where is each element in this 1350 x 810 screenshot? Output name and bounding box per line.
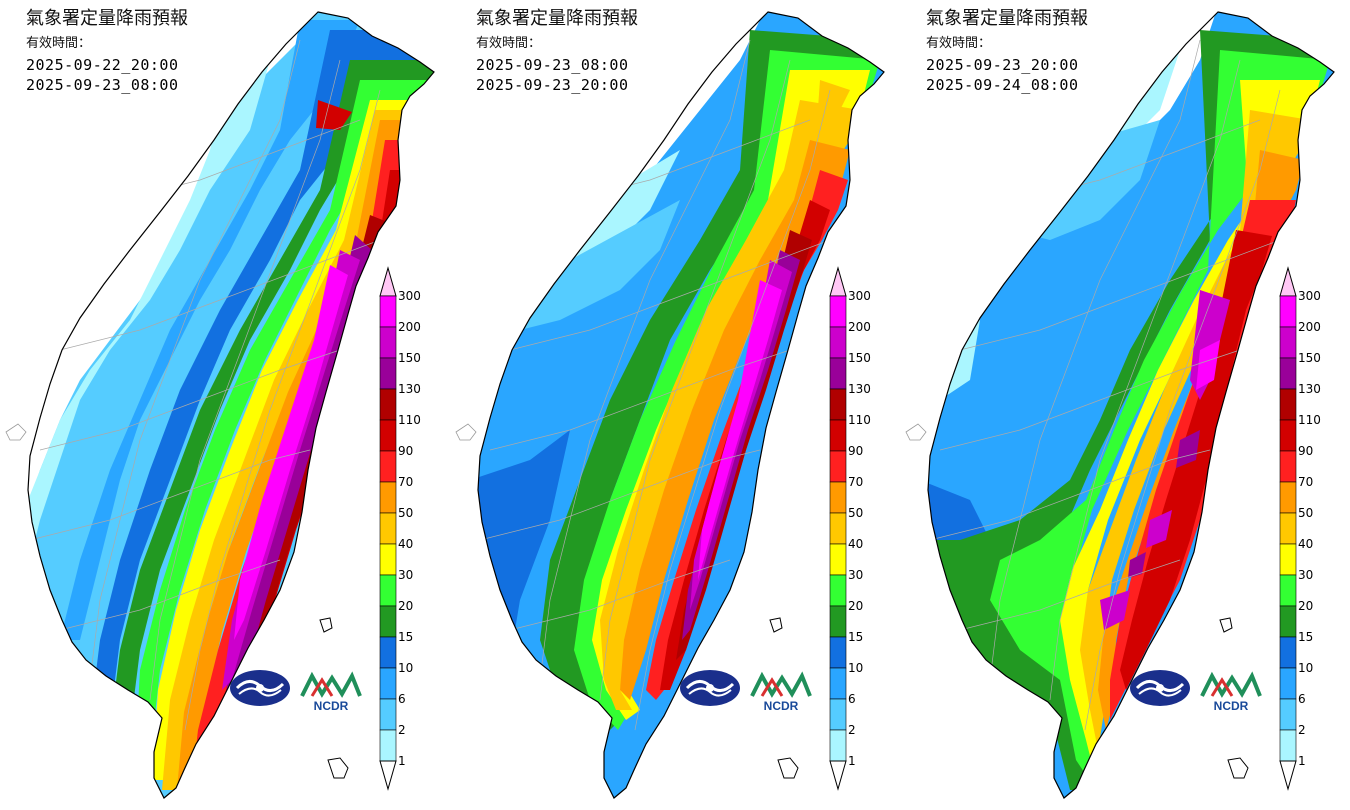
valid-time-start: 2025-09-23_20:00: [926, 56, 1079, 74]
forecast-panel-2: 氣象署定量降雨預報 有效時間： 2025-09-23_08:00 2025-09…: [450, 0, 900, 810]
colorbar-tick-label: 200: [1298, 320, 1321, 334]
valid-time-label: 有效時間：: [926, 36, 992, 51]
ncdr-logo-text: NCDR: [314, 699, 349, 712]
colorbar-tick-label: 130: [1298, 382, 1321, 396]
colorbar-tick-label: 1: [398, 754, 406, 768]
colorbar-tick-label: 30: [1298, 568, 1314, 582]
colorbar-tick-label: 200: [848, 320, 871, 334]
orchid-island: [777, 757, 799, 779]
rainfall-colorbar: [1279, 266, 1297, 791]
colorbar-tick-label: 300: [1298, 289, 1321, 303]
ncdr-logo-text: NCDR: [764, 699, 799, 712]
colorbar-labels: 300 200 150 130 110 90 70 50 40 30 20 15 10 6 2 1: [1276, 266, 1346, 796]
orchid-island: [1227, 757, 1249, 779]
green-island: [769, 617, 783, 633]
colorbar-tick-label: 30: [848, 568, 864, 582]
colorbar-tick-label: 300: [848, 289, 871, 303]
colorbar-tick-label: 50: [848, 506, 864, 520]
colorbar-tick-label: 70: [1298, 475, 1314, 489]
colorbar-tick-label: 40: [1298, 537, 1314, 551]
colorbar-tick-label: 150: [398, 351, 421, 365]
colorbar-tick-label: 20: [398, 599, 414, 613]
forecast-panel-1: 氣象署定量降雨預報 有效時間： 2025-09-22_20:00 2025-09…: [0, 0, 450, 810]
colorbar-tick-label: 15: [1298, 630, 1314, 644]
cwa-emblem-icon: [1130, 670, 1190, 706]
green-island: [319, 617, 333, 633]
colorbar-tick-label: 40: [398, 537, 414, 551]
colorbar-tick-label: 2: [1298, 723, 1306, 737]
colorbar-tick-label: 50: [398, 506, 414, 520]
colorbar-tick-label: 110: [848, 413, 871, 427]
colorbar-tick-label: 50: [1298, 506, 1314, 520]
green-island: [1219, 617, 1233, 633]
taiwan-coastline: [477, 11, 885, 799]
colorbar-tick-label: 15: [848, 630, 864, 644]
colorbar-tick-label: 20: [1298, 599, 1314, 613]
colorbar-under-triangle: [829, 760, 847, 791]
colorbar-tick-label: 6: [1298, 692, 1306, 706]
colorbar-tick-label: 30: [398, 568, 414, 582]
colorbar-tick-label: 150: [1298, 351, 1321, 365]
valid-time-label: 有效時間：: [26, 36, 92, 51]
penghu-island: [905, 423, 927, 441]
ncdr-logo: NCDR: [300, 671, 362, 712]
panel-title: 氣象署定量降雨預報: [476, 8, 638, 29]
colorbar-under-triangle: [379, 760, 397, 791]
colorbar-tick-label: 200: [398, 320, 421, 334]
forecast-panel-3: 氣象署定量降雨預報 有效時間： 2025-09-23_20:00 2025-09…: [900, 0, 1350, 810]
rainfall-colorbar: [379, 266, 397, 791]
colorbar-under-triangle: [1279, 760, 1297, 791]
panel-title: 氣象署定量降雨預報: [926, 8, 1088, 29]
colorbar-tick-label: 1: [1298, 754, 1306, 768]
colorbar-tick-label: 90: [848, 444, 864, 458]
ncdr-logo: NCDR: [1200, 671, 1262, 712]
colorbar-tick-label: 2: [398, 723, 406, 737]
colorbar-tick-label: 110: [1298, 413, 1321, 427]
penghu-island: [5, 423, 27, 441]
colorbar-labels: 300 200 150 130 110 90 70 50 40 30 20 15 10 6 2 1: [376, 266, 446, 796]
colorbar-tick-label: 20: [848, 599, 864, 613]
colorbar-tick-label: 40: [848, 537, 864, 551]
rainfall-map-1: [5, 11, 435, 799]
colorbar-tick-label: 2: [848, 723, 856, 737]
rainfall-map-3: [905, 11, 1335, 799]
valid-time-start: 2025-09-23_08:00: [476, 56, 629, 74]
colorbar-tick-label: 130: [398, 382, 421, 396]
valid-time-end: 2025-09-23_08:00: [26, 76, 179, 94]
colorbar-tick-label: 70: [848, 475, 864, 489]
colorbar-tick-label: 130: [848, 382, 871, 396]
ncdr-logo: NCDR: [750, 671, 812, 712]
valid-time-end: 2025-09-24_08:00: [926, 76, 1079, 94]
rainfall-map-2: [455, 11, 885, 799]
rainfall-colorbar: [829, 266, 847, 791]
colorbar-tick-label: 6: [398, 692, 406, 706]
orchid-island: [327, 757, 349, 779]
valid-time-start: 2025-09-22_20:00: [26, 56, 179, 74]
cwa-emblem-icon: [680, 670, 740, 706]
colorbar-tick-label: 90: [1298, 444, 1314, 458]
penghu-island: [455, 423, 477, 441]
valid-time-end: 2025-09-23_20:00: [476, 76, 629, 94]
colorbar-tick-label: 110: [398, 413, 421, 427]
colorbar-tick-label: 90: [398, 444, 414, 458]
colorbar-labels: 300 200 150 130 110 90 70 50 40 30 20 15 10 6 2 1: [826, 266, 896, 796]
panel-title: 氣象署定量降雨預報: [26, 8, 188, 29]
colorbar-tick-label: 10: [398, 661, 414, 675]
taiwan-coastline: [927, 11, 1335, 799]
colorbar-tick-label: 150: [848, 351, 871, 365]
colorbar-tick-label: 15: [398, 630, 414, 644]
colorbar-tick-label: 6: [848, 692, 856, 706]
taiwan-coastline: [27, 11, 435, 799]
valid-time-label: 有效時間：: [476, 36, 542, 51]
ncdr-logo-text: NCDR: [1214, 699, 1249, 712]
colorbar-tick-label: 70: [398, 475, 414, 489]
colorbar-tick-label: 10: [1298, 661, 1314, 675]
colorbar-tick-label: 1: [848, 754, 856, 768]
cwa-emblem-icon: [230, 670, 290, 706]
colorbar-tick-label: 10: [848, 661, 864, 675]
colorbar-tick-label: 300: [398, 289, 421, 303]
